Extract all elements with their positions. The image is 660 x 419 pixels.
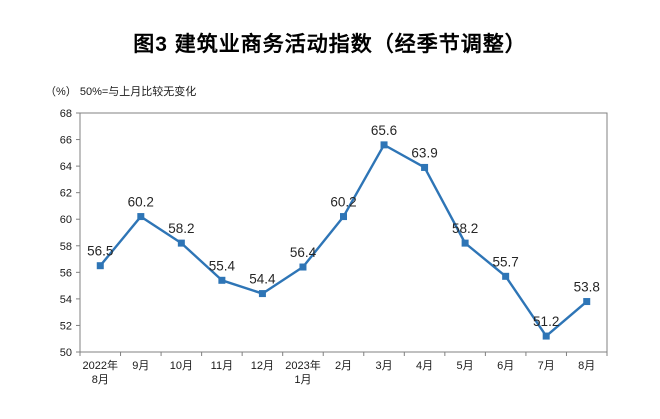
data-point-label: 55.4 xyxy=(209,258,236,273)
y-axis-unit-note: （%） 50%=与上月比较无变化 xyxy=(45,86,197,98)
data-point-marker xyxy=(461,239,469,247)
data-point-marker xyxy=(421,163,429,171)
data-point-label: 55.7 xyxy=(493,254,519,269)
data-point-label: 53.8 xyxy=(574,280,600,295)
data-point-label: 58.2 xyxy=(168,221,194,236)
x-tick-label: 2022年 xyxy=(83,358,118,372)
x-tick-label: 1月 xyxy=(294,374,311,386)
plot-frame xyxy=(79,112,608,353)
data-point-marker xyxy=(137,213,145,221)
x-tick-label: 9月 xyxy=(132,360,149,372)
data-point-marker xyxy=(177,239,185,247)
y-tick-label: 56 xyxy=(60,267,72,279)
data-point-marker xyxy=(380,141,388,149)
y-tick-label: 50 xyxy=(60,347,72,359)
chart-title: 图3 建筑业商务活动指数（经季节调整） xyxy=(133,33,527,56)
data-point-marker xyxy=(583,298,591,306)
data-point-label: 56.5 xyxy=(87,244,113,259)
data-point-label: 63.9 xyxy=(411,145,437,160)
y-tick-label: 58 xyxy=(60,241,72,253)
x-tick-label: 2023年 xyxy=(285,358,320,372)
x-tick-label: 3月 xyxy=(375,360,392,372)
y-tick-label: 64 xyxy=(60,161,72,173)
data-point-label: 54.4 xyxy=(249,272,276,287)
x-tick-label: 6月 xyxy=(497,360,514,372)
x-tick-label: 7月 xyxy=(538,360,555,372)
data-point-label: 58.2 xyxy=(452,221,478,236)
y-tick-label: 54 xyxy=(60,294,72,306)
data-point-label: 56.4 xyxy=(290,245,317,260)
data-point-marker xyxy=(258,290,266,298)
y-tick-label: 60 xyxy=(60,214,72,226)
data-point-marker xyxy=(299,263,307,271)
data-point-marker xyxy=(502,272,510,280)
x-tick-label: 5月 xyxy=(457,360,474,372)
x-tick-label: 12月 xyxy=(251,360,274,372)
x-tick-label: 8月 xyxy=(578,360,595,372)
y-tick-label: 52 xyxy=(60,320,72,332)
data-point-marker xyxy=(96,262,104,270)
x-tick-label: 2月 xyxy=(335,360,352,372)
y-tick-label: 66 xyxy=(60,135,72,147)
data-point-marker xyxy=(542,332,550,340)
x-tick-label: 8月 xyxy=(92,374,109,386)
data-point-label: 65.6 xyxy=(371,123,397,138)
data-point-label: 51.2 xyxy=(533,314,559,329)
x-tick-label: 4月 xyxy=(416,360,433,372)
y-tick-label: 68 xyxy=(60,108,72,120)
y-tick-label: 62 xyxy=(60,188,72,200)
data-point-marker xyxy=(218,276,226,284)
x-tick-label: 10月 xyxy=(170,360,193,372)
trend-line xyxy=(99,143,588,338)
data-point-marker xyxy=(340,213,347,221)
data-point-label: 60.2 xyxy=(330,195,356,210)
x-tick-label: 11月 xyxy=(211,360,233,372)
data-point-label: 60.2 xyxy=(128,195,154,210)
